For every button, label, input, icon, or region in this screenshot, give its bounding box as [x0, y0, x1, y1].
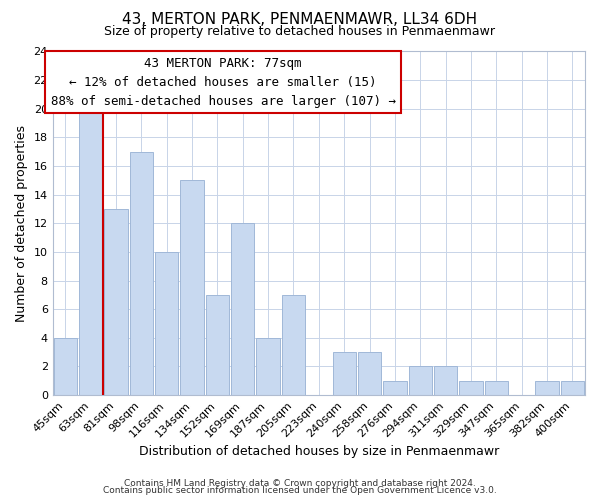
Bar	[358, 352, 381, 395]
Bar	[485, 381, 508, 395]
Bar	[181, 180, 204, 395]
Text: 43, MERTON PARK, PENMAENMAWR, LL34 6DH: 43, MERTON PARK, PENMAENMAWR, LL34 6DH	[122, 12, 478, 28]
Bar	[434, 366, 457, 395]
Text: Size of property relative to detached houses in Penmaenmawr: Size of property relative to detached ho…	[104, 25, 496, 38]
Bar	[409, 366, 432, 395]
Bar	[53, 338, 77, 395]
Bar	[104, 209, 128, 395]
Bar	[282, 295, 305, 395]
Bar	[383, 381, 407, 395]
Y-axis label: Number of detached properties: Number of detached properties	[15, 125, 28, 322]
Bar	[459, 381, 482, 395]
Bar	[560, 381, 584, 395]
Bar	[231, 224, 254, 395]
Bar	[535, 381, 559, 395]
X-axis label: Distribution of detached houses by size in Penmaenmawr: Distribution of detached houses by size …	[139, 444, 499, 458]
Bar	[155, 252, 178, 395]
Bar	[256, 338, 280, 395]
Text: 43 MERTON PARK: 77sqm
← 12% of detached houses are smaller (15)
88% of semi-deta: 43 MERTON PARK: 77sqm ← 12% of detached …	[50, 56, 395, 108]
Bar	[130, 152, 153, 395]
Bar	[206, 295, 229, 395]
Text: Contains public sector information licensed under the Open Government Licence v3: Contains public sector information licen…	[103, 486, 497, 495]
Bar	[79, 109, 103, 395]
Bar	[332, 352, 356, 395]
Text: Contains HM Land Registry data © Crown copyright and database right 2024.: Contains HM Land Registry data © Crown c…	[124, 478, 476, 488]
